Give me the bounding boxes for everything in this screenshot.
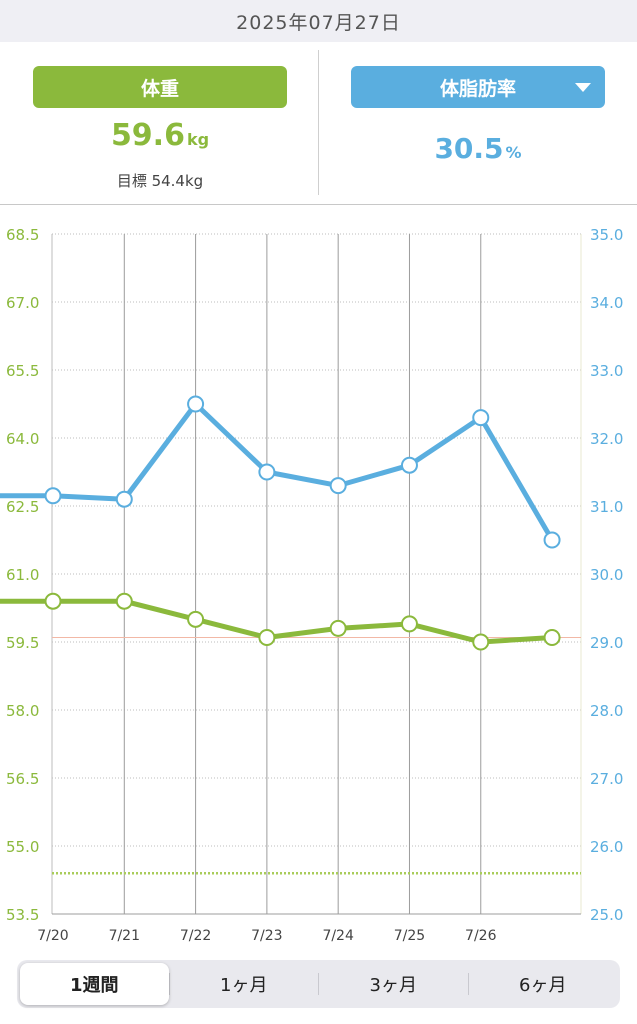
body-fat-dropdown-label: 体脂肪率 [439,77,516,100]
y-right-tick-label: 33.0 [590,362,623,380]
tab-6-months[interactable]: 6ヶ月 [519,975,567,996]
body_fat-data-point [258,463,276,481]
x-tick-label: 7/21 [109,928,140,944]
body_fat-data-point [187,395,205,413]
weight-unit: kg [186,130,210,149]
y-right-tick-label: 35.0 [590,226,623,244]
y-left-tick-label: 65.5 [6,362,39,380]
body-fat-unit: % [505,143,522,162]
body_fat-data-point [400,456,418,474]
date-label: 2025年07月27日 [236,11,401,34]
y-left-tick-label: 61.0 [6,566,39,584]
caret-down-icon [575,83,591,92]
weight-data-point [44,592,62,610]
body_fat-series-line [52,401,555,542]
weight-button-label: 体重 [140,77,179,100]
date-header: 2025年07月27日 [0,0,637,42]
y-right-tick-label: 31.0 [590,498,623,516]
body_fat-data-point [44,487,62,505]
tab-divider [318,973,319,995]
y-right-tick-label: 30.0 [590,566,623,584]
weight-series-line [53,598,553,645]
weight-fat-chart[interactable]: 68.5 67.0 65.5 64.0 62.5 61.0 59.5 58.0 56.5 55.0… [0,205,637,950]
goal-weight: 目標 54.4kg [116,172,204,190]
weight-value: 59.6 kg [33,118,287,153]
body-fat-dropdown[interactable]: 体脂肪率 [351,66,605,108]
y-left-tick-label: 53.5 [6,906,39,924]
y-right-tick-label: 34.0 [590,294,623,312]
x-tick-label: 7/24 [322,928,354,944]
y-left-tick-label: 64.0 [6,430,39,448]
y-right-tick-label: 32.0 [590,430,623,448]
tab-1-month[interactable]: 1ヶ月 [220,975,268,996]
summary-panel: 体重 59.6 kg 目標 54.4kg 体脂肪率 30.5% [0,42,637,205]
body_fat-data-point [115,490,133,508]
x-tick-label: 7/25 [394,928,425,944]
weight-data-point [187,610,205,628]
x-tick-label: 7/20 [37,928,68,944]
summary-divider [318,50,319,195]
body-fat-number: 30.5 [434,132,504,165]
y-left-tick-label: 55.0 [6,838,39,856]
range-tabs: 1週間 1ヶ月 3ヶ月 6ヶ月 [17,960,620,1008]
weight-data-point [543,628,561,646]
x-tick-label: 7/22 [180,928,211,944]
weight-button[interactable]: 体重 [33,66,287,108]
tab-3-months[interactable]: 3ヶ月 [369,975,417,996]
weight-data-point [472,633,490,651]
y-left-tick-label: 67.0 [6,294,39,312]
y-right-tick-label: 25.0 [590,906,623,924]
weight-number: 59.6 [110,118,185,153]
y-left-tick-label: 56.5 [6,770,39,788]
weight-data-point [329,619,347,637]
y-left-tick-label: 58.0 [6,702,39,720]
y-left-tick-label: 68.5 [6,226,39,244]
tab-divider [168,973,170,995]
weight-data-point [258,628,276,646]
body-fat-value: 30.5% [351,132,605,165]
x-tick-label: 7/23 [251,928,282,944]
weight-data-point [400,615,418,633]
body_fat-data-point [472,409,490,427]
y-right-tick-label: 27.0 [590,770,623,788]
body_fat-data-point [329,477,347,495]
weight-data-point [115,592,133,610]
y-right-tick-label: 28.0 [590,702,623,720]
y-right-tick-label: 29.0 [590,634,623,652]
tab-1-week[interactable]: 1週間 [20,963,169,1005]
y-left-tick-label: 59.5 [6,634,39,652]
body_fat-data-point [543,531,561,549]
y-right-tick-label: 26.0 [590,838,623,856]
tab-divider [467,973,469,995]
y-left-tick-label: 62.5 [6,498,39,516]
x-tick-label: 7/26 [465,928,497,944]
